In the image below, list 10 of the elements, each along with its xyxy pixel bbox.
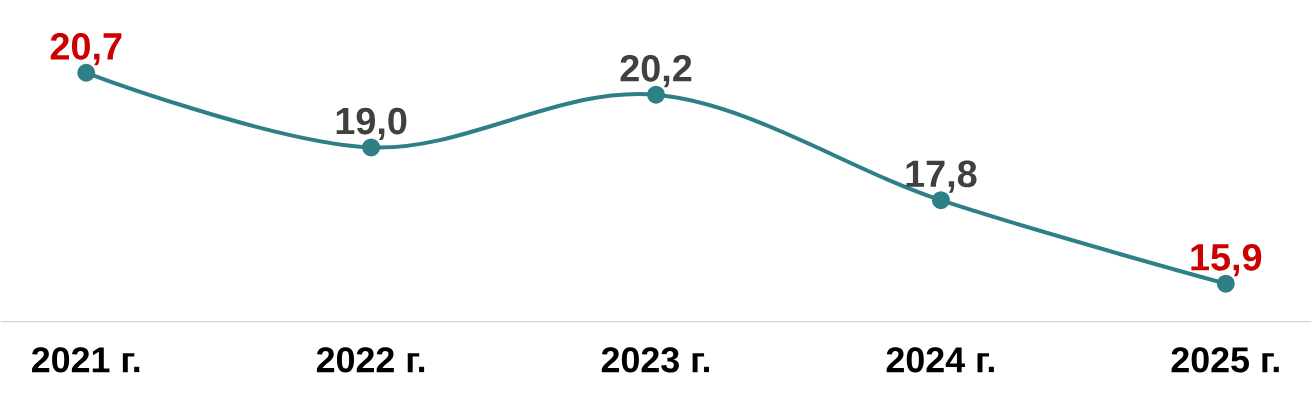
x-tick-label: 2022 г.	[316, 347, 425, 373]
x-tick-label: 2023 г.	[601, 347, 710, 373]
data-label: 17,8	[906, 160, 977, 193]
x-tick-label: 2025 г.	[1171, 347, 1279, 373]
data-label: 19,0	[336, 107, 407, 141]
data-label: 20,2	[620, 55, 692, 88]
data-label: 20,7	[50, 33, 122, 66]
x-tick-label: 2024 г.	[886, 347, 994, 373]
data-label: 15,9	[1191, 244, 1262, 277]
x-tick-label: 2021 г.	[32, 347, 140, 373]
